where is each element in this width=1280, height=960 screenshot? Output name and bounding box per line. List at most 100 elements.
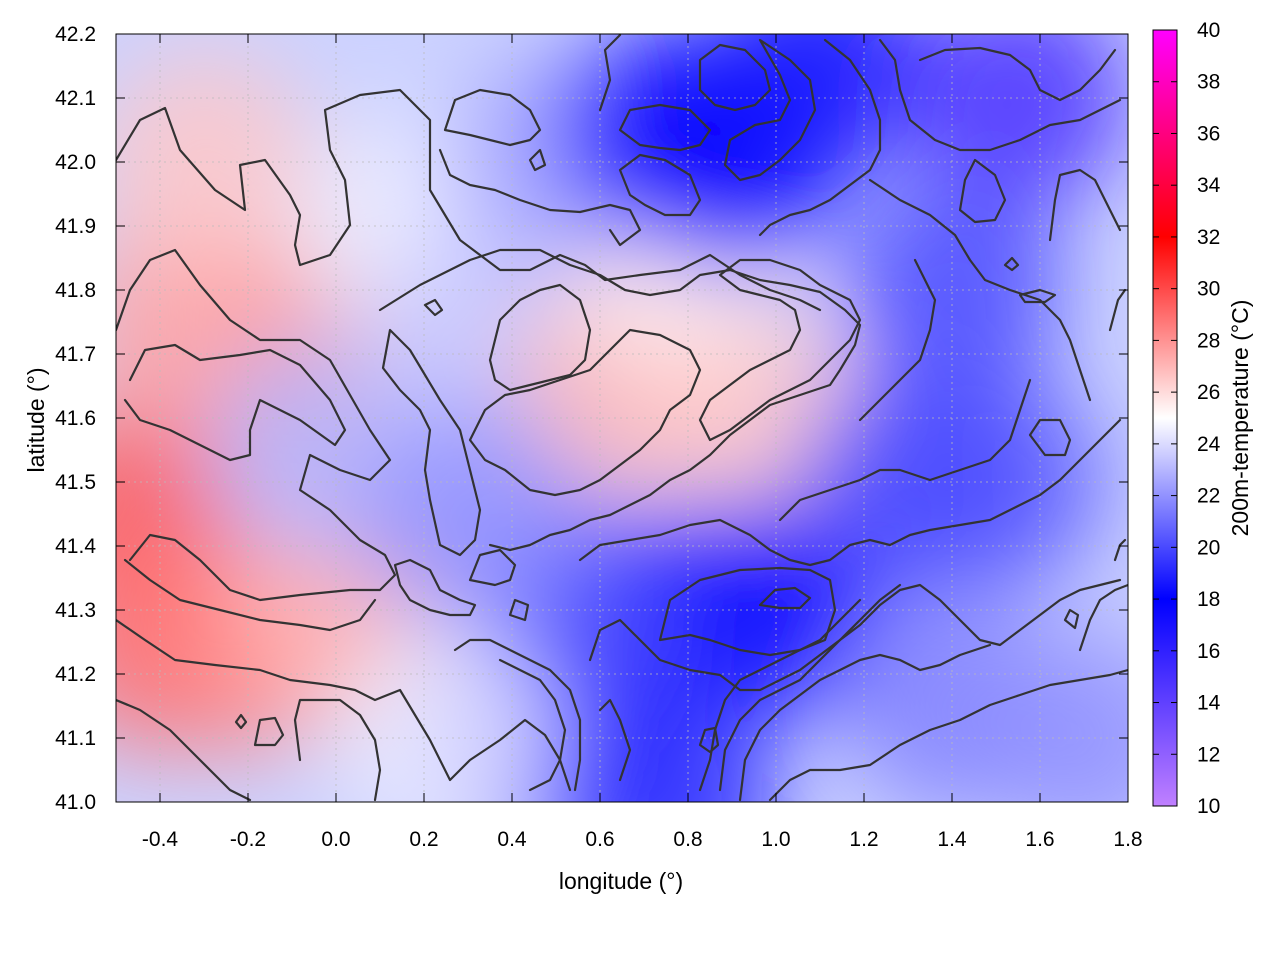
y-axis-title: latitude (°) [23, 367, 49, 472]
contour-line [468, 548, 517, 587]
contour-line [1048, 168, 1122, 242]
contour-line [468, 328, 702, 497]
contour-line [116, 698, 252, 802]
y-tick-label: 42.0 [55, 151, 96, 174]
y-tick-label: 41.8 [55, 279, 96, 302]
x-axis: -0.4 -0.2 0.0 0.2 0.4 0.6 0.8 1.0 1.2 1.4 1.6 1.8 [142, 34, 1143, 851]
contour-line [723, 38, 817, 182]
contour-line [116, 248, 397, 602]
colorbar-tick-label: 18 [1197, 588, 1220, 611]
field-sample [336, 628, 556, 802]
x-tick-label: 1.2 [849, 828, 878, 851]
contour-line [393, 558, 477, 617]
contour-line [778, 378, 1032, 522]
colorbar-tick-label: 36 [1197, 122, 1220, 145]
contour-line [234, 713, 248, 730]
y-axis: 41.0 41.1 41.2 41.3 41.4 41.5 41.6 41.7 41.8 41.9… [55, 23, 1128, 814]
field-sample [116, 52, 314, 272]
contour-line [1028, 418, 1072, 457]
y-tick-label: 41.4 [55, 535, 96, 558]
contour-line [958, 158, 1007, 224]
y-tick-label: 41.7 [55, 343, 96, 366]
colorbar-tick-label: 22 [1197, 485, 1220, 508]
field-sample [358, 404, 578, 624]
colorbar-tick-label: 20 [1197, 536, 1220, 559]
contour-line [381, 328, 482, 557]
contour-line [878, 38, 1122, 152]
colorbar-tick-label: 14 [1197, 692, 1221, 715]
x-tick-label: 1.0 [761, 828, 790, 851]
y-tick-label: 41.5 [55, 471, 96, 494]
x-tick-label: 1.4 [937, 828, 967, 851]
x-axis-title: longitude (°) [559, 868, 683, 894]
contour-line [768, 668, 1128, 802]
contour-line [498, 658, 567, 792]
contour-line [758, 38, 882, 237]
colorbar-tick-label: 26 [1197, 381, 1220, 404]
contour-line [618, 153, 702, 217]
contour-line [528, 148, 547, 172]
x-tick-label: 0.0 [321, 828, 350, 851]
contour-line [578, 418, 1122, 567]
colorbar-gradient [1152, 29, 1178, 807]
contour-line [598, 698, 632, 782]
x-tick-label: 1.6 [1025, 828, 1054, 851]
contour-line [598, 34, 712, 152]
contour-line [453, 638, 582, 792]
terrain-contours [116, 34, 1128, 802]
contour-line [293, 698, 382, 802]
y-tick-label: 41.1 [55, 727, 96, 750]
x-tick-label: -0.2 [230, 828, 266, 851]
colorbar-tick-label: 32 [1197, 226, 1220, 249]
contour-line [698, 598, 862, 792]
contour-line [438, 148, 642, 247]
contour-line [116, 618, 572, 792]
contour-line [588, 578, 1122, 692]
field-sample [908, 34, 1128, 208]
field-sample [974, 628, 1128, 802]
colorbar: 10 12 14 16 18 20 22 24 26 28 30 32 34 36 38 40 200m-te… [1152, 19, 1253, 818]
contour-line [718, 583, 902, 792]
contour-line [758, 586, 812, 610]
colorbar-ticks: 10 12 14 16 18 20 22 24 26 28 30 32 34 36 38 40 [1153, 19, 1221, 818]
contour-line [508, 598, 530, 622]
contour-line [1078, 583, 1128, 652]
contour-line [1063, 608, 1080, 630]
contour-line [488, 283, 592, 392]
contour-line [1108, 288, 1127, 562]
contour-line [858, 258, 937, 422]
grid [116, 34, 1128, 802]
x-tick-label: 0.6 [585, 828, 614, 851]
x-tick-label: 0.2 [409, 828, 438, 851]
contour-line [116, 88, 822, 312]
colorbar-tick-label: 12 [1197, 743, 1220, 766]
contour-line [698, 258, 862, 442]
x-tick-label: -0.4 [142, 828, 179, 851]
colorbar-tick-label: 10 [1197, 795, 1220, 818]
y-tick-label: 41.2 [55, 663, 96, 686]
colorbar-tick-label: 16 [1197, 640, 1220, 663]
colorbar-tick-label: 28 [1197, 329, 1220, 352]
contour-line [1003, 256, 1020, 272]
contour-line [443, 88, 542, 147]
colorbar-tick-label: 30 [1197, 278, 1220, 301]
colorbar-tick-label: 40 [1197, 19, 1220, 42]
y-tick-label: 42.2 [55, 23, 96, 46]
contour-line [123, 343, 347, 462]
y-tick-label: 41.9 [55, 215, 96, 238]
y-tick-label: 41.6 [55, 407, 96, 430]
contour-line [123, 558, 377, 632]
contour-line [738, 643, 992, 802]
contour-line [423, 298, 444, 317]
contour-line [658, 566, 837, 657]
x-tick-label: 0.8 [673, 828, 702, 851]
y-tick-label: 41.0 [55, 791, 96, 814]
x-tick-label: 0.4 [497, 828, 527, 851]
contour-line [698, 43, 772, 112]
colorbar-tick-label: 34 [1197, 174, 1221, 197]
contour-line [918, 46, 1117, 102]
contour-line [253, 716, 285, 747]
y-tick-label: 42.1 [55, 87, 96, 110]
contour-line [378, 248, 862, 552]
